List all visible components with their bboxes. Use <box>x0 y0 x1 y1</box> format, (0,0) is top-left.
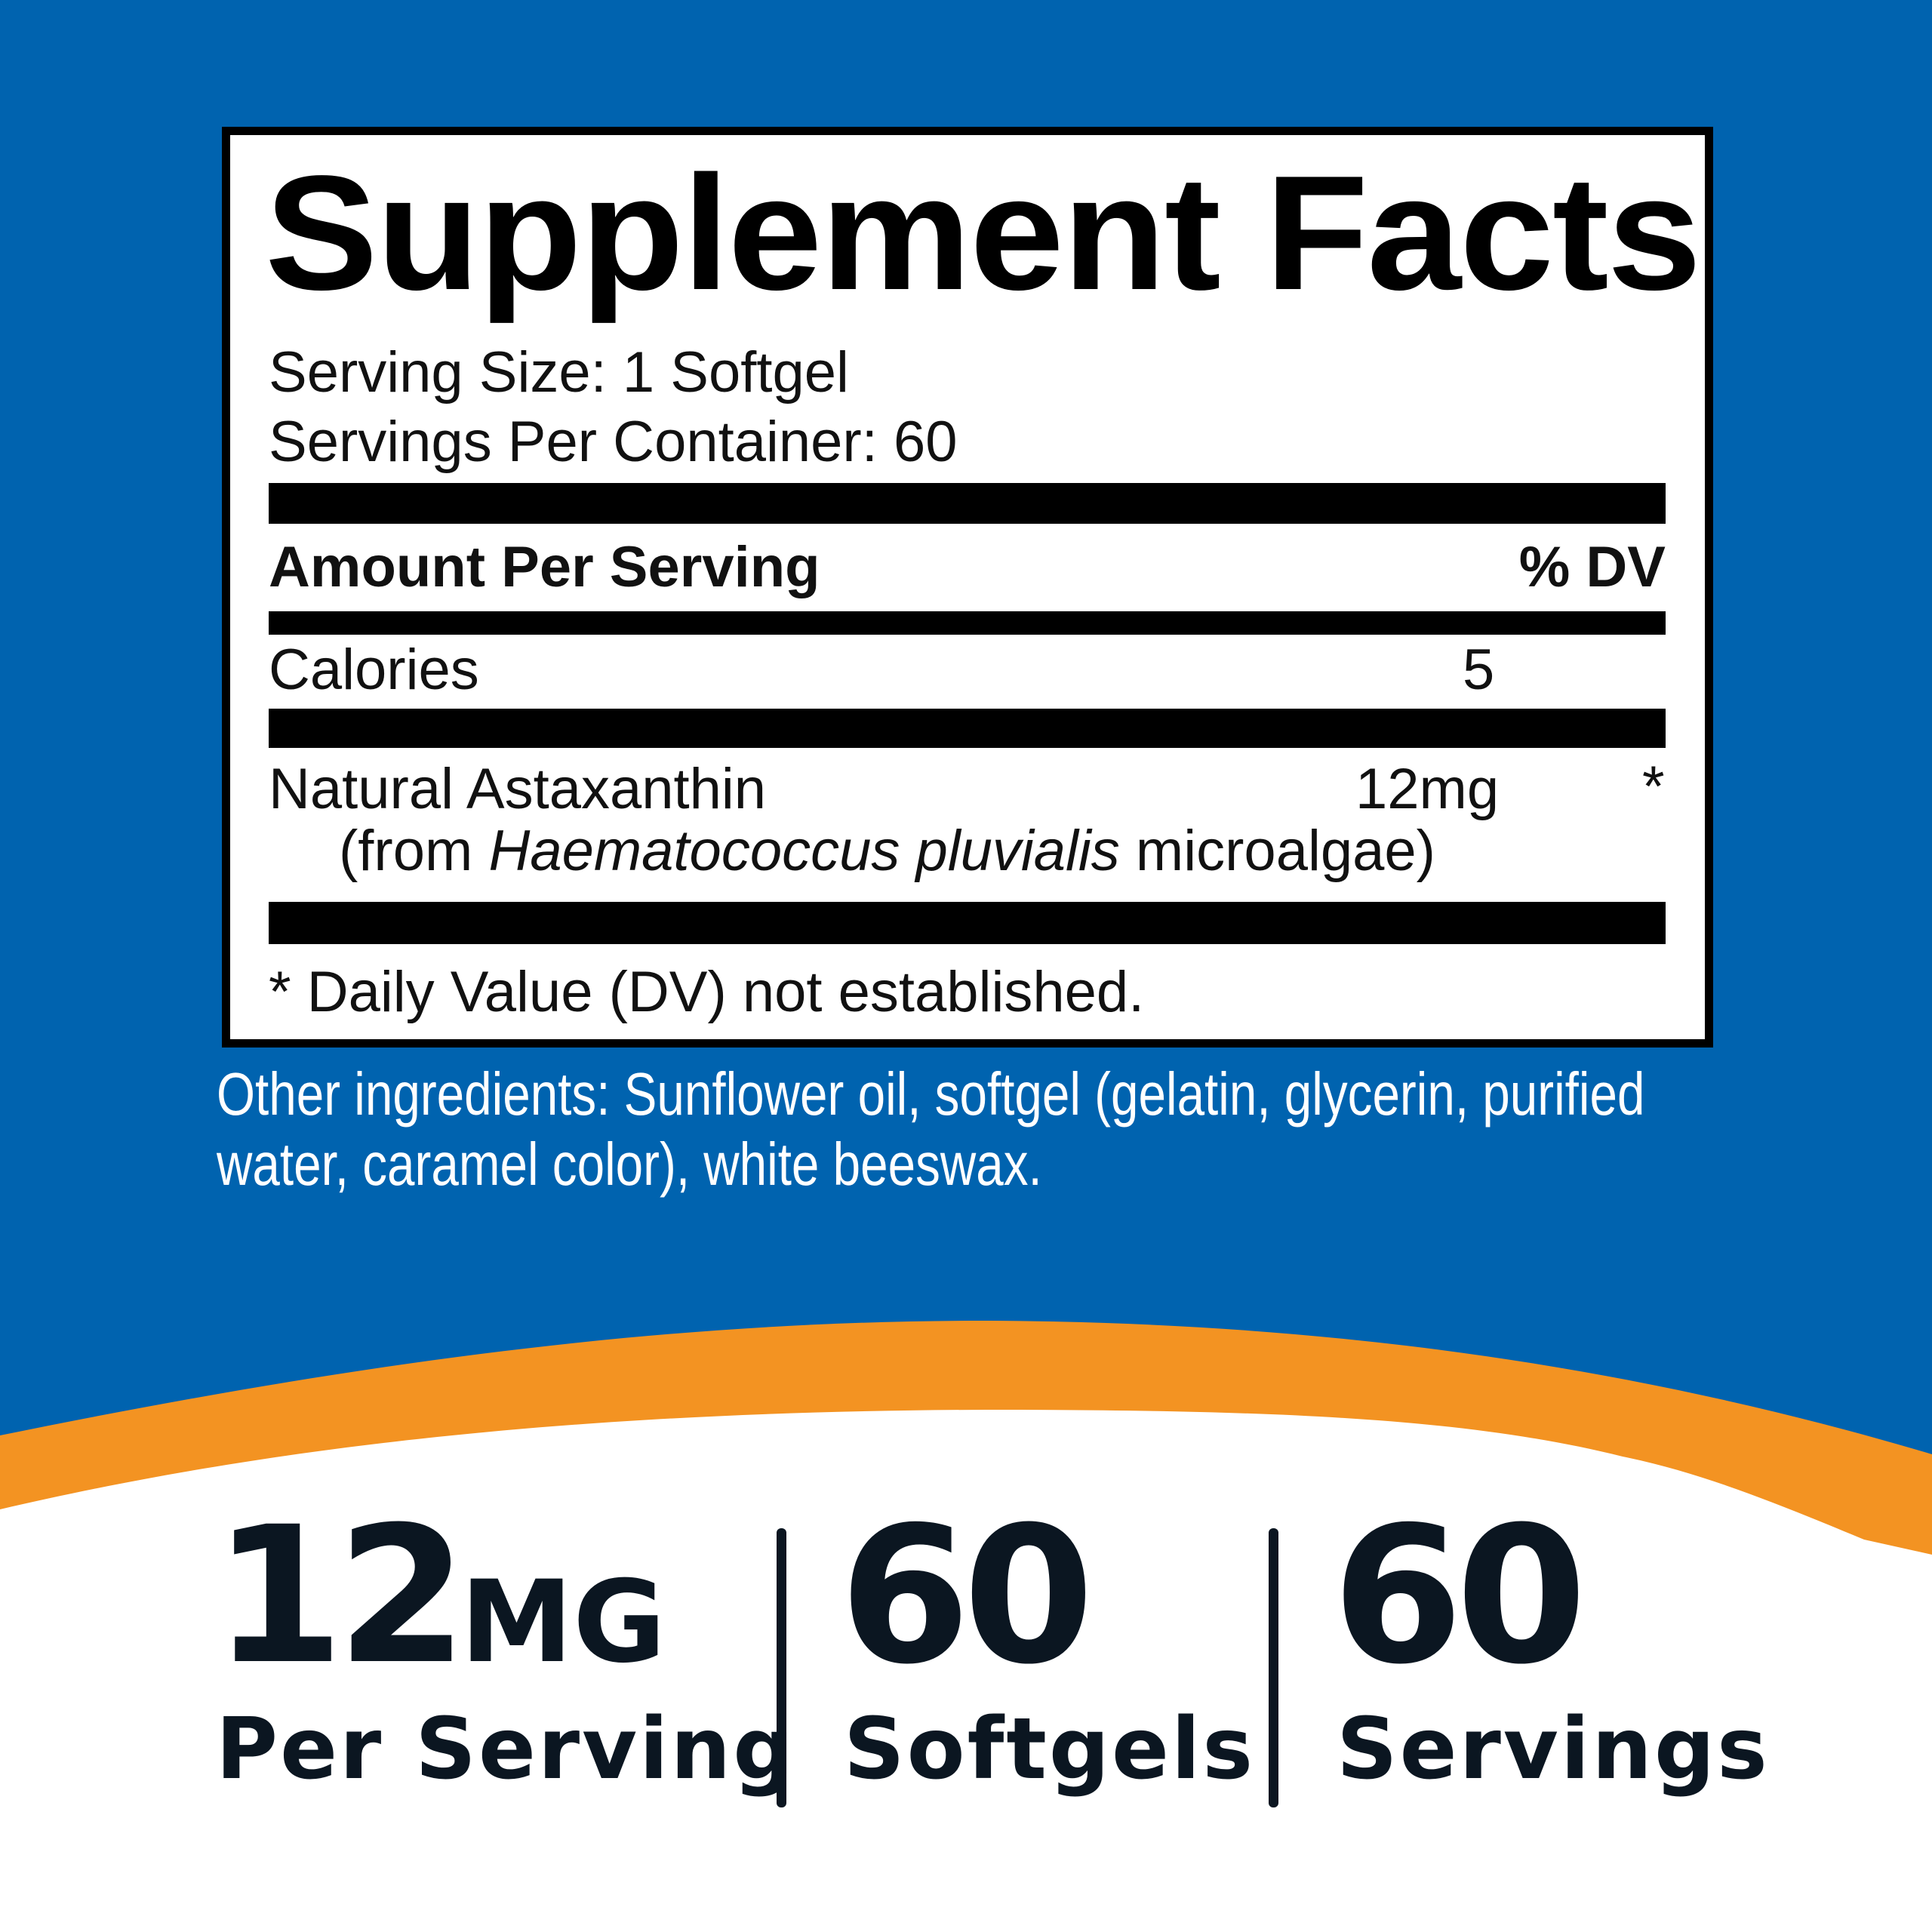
ingredient-source: (from Haematococcus pluvialis microalgae… <box>339 823 1435 880</box>
stat-dose-value: 12MG <box>213 1502 666 1690</box>
divider-bar <box>269 902 1666 944</box>
ingredient-dv: * <box>1642 755 1665 819</box>
supplement-facts-panel <box>222 127 1713 1048</box>
stat-softgels-label: Softgels <box>844 1700 1256 1798</box>
panel-title: Supplement Facts <box>265 141 1702 324</box>
source-suffix: microalgae) <box>1119 819 1435 883</box>
stat-dose-label: Per Serving <box>216 1700 796 1798</box>
divider-bar <box>269 611 1666 635</box>
source-species: Haematococcus pluvialis <box>488 819 1120 883</box>
dv-header: % DV <box>1518 535 1666 599</box>
footnote: * Daily Value (DV) not established. <box>269 960 1145 1024</box>
divider-bar <box>269 483 1666 524</box>
stat-servings-label: Servings <box>1337 1700 1770 1798</box>
source-prefix: (from <box>339 819 489 883</box>
ingredient-amount: 12mg <box>1355 757 1500 821</box>
servings-per-container: Servings Per Container: 60 <box>269 410 958 474</box>
ingredient-name: Natural Astaxanthin <box>269 757 767 821</box>
other-ingredients-line2: water, caramel color), white beeswax. <box>217 1131 1042 1198</box>
stat-divider <box>777 1528 786 1807</box>
stat-softgels-value: 60 <box>839 1486 1094 1706</box>
calories-value: 5 <box>1463 638 1495 702</box>
white-area <box>0 1410 1932 1932</box>
stat-divider <box>1269 1528 1278 1807</box>
dose-unit: MG <box>460 1557 666 1688</box>
other-ingredients-line1: Other ingredients: Sunflower oil, softge… <box>217 1060 1645 1128</box>
stat-servings-value: 60 <box>1332 1486 1587 1706</box>
serving-size: Serving Size: 1 Softgel <box>269 340 849 405</box>
dose-number: 12 <box>213 1486 468 1706</box>
divider-bar <box>269 709 1666 748</box>
calories-label: Calories <box>269 638 479 702</box>
amount-header: Amount Per Serving <box>269 535 820 599</box>
